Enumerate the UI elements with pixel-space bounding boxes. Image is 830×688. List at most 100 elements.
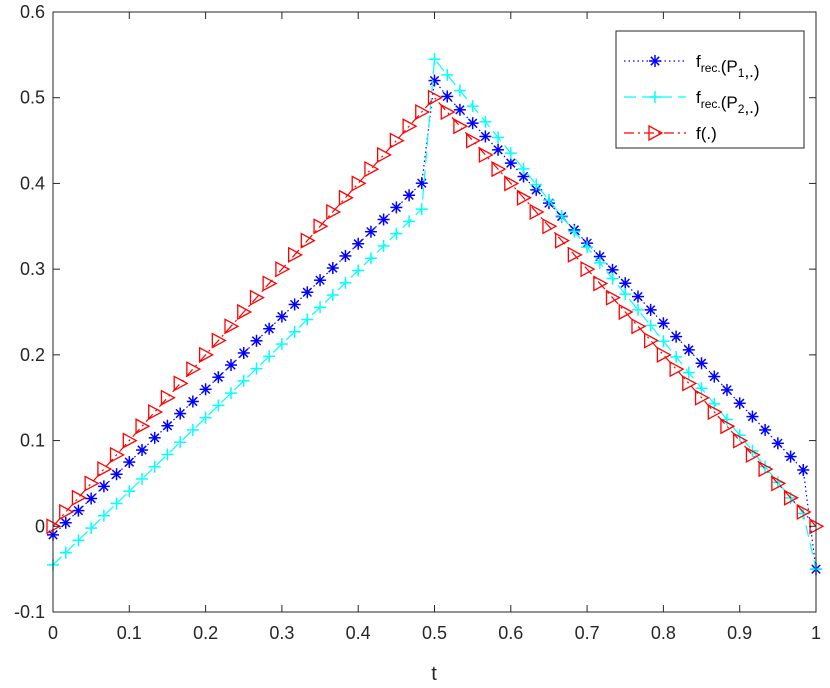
legend-entry: frec.(P2,.): [624, 88, 760, 117]
data-point: [199, 383, 212, 396]
data-point: [479, 130, 492, 143]
data-point: [466, 100, 479, 113]
data-point: [122, 432, 138, 449]
legend-label: frec.(P2,.): [696, 88, 760, 117]
data-point: [338, 189, 354, 206]
data-point: [427, 89, 443, 106]
data-point: [199, 411, 212, 424]
data-point: [275, 261, 291, 278]
data-point: [364, 161, 380, 178]
data-point: [225, 359, 238, 372]
data-point: [173, 375, 189, 392]
data-point: [237, 346, 250, 359]
data-point: [428, 74, 441, 87]
data-point: [466, 117, 479, 130]
data-point: [59, 516, 72, 529]
data-point: [136, 444, 149, 456]
data-point: [567, 246, 583, 263]
data-point: [415, 203, 428, 216]
series-1: [47, 74, 822, 576]
x-tick-label: 0.3: [269, 623, 294, 643]
data-point: [364, 225, 377, 238]
data-point: [581, 241, 594, 254]
data-point: [85, 522, 98, 535]
data-point: [326, 203, 342, 221]
data-point: [84, 475, 100, 492]
data-point: [542, 194, 555, 207]
legend-label: frec.(P1,.): [696, 52, 760, 81]
data-point: [657, 317, 670, 330]
data-point: [364, 252, 377, 265]
data-point: [720, 413, 733, 426]
data-point: [186, 361, 202, 378]
data-point: [491, 161, 507, 178]
data-point: [516, 189, 532, 206]
data-point: [85, 492, 98, 505]
y-tick-label: 0.6: [20, 2, 45, 22]
data-point: [161, 419, 174, 432]
data-point: [148, 431, 161, 444]
legend-entry: f(.): [624, 124, 717, 143]
data-point: [708, 370, 721, 383]
data-point: [136, 472, 149, 485]
data-point: [263, 350, 276, 363]
data-point: [453, 118, 469, 135]
data-point: [275, 338, 288, 351]
data-point: [352, 264, 365, 277]
data-point: [649, 91, 661, 103]
data-point: [669, 361, 685, 378]
data-point: [339, 276, 352, 289]
data-point: [403, 189, 416, 202]
data-point: [389, 132, 405, 149]
data-point: [542, 218, 558, 235]
x-tick-label: 0.5: [422, 623, 447, 643]
data-point: [212, 371, 225, 384]
data-point: [784, 450, 797, 463]
data-point: [441, 68, 454, 81]
data-point: [97, 509, 110, 522]
x-tick-label: 0.6: [498, 623, 523, 643]
data-point: [351, 175, 367, 192]
data-point: [465, 132, 482, 149]
data-point: [478, 146, 494, 163]
data-point: [97, 480, 110, 493]
data-point: [555, 232, 571, 249]
data-point: [160, 389, 176, 406]
data-point: [174, 407, 187, 420]
data-point: [237, 303, 253, 321]
data-point: [390, 201, 403, 214]
data-point: [568, 225, 581, 238]
y-tick-label: 0.5: [20, 88, 45, 108]
data-point: [619, 277, 632, 290]
data-point: [288, 298, 301, 311]
data-point: [555, 209, 568, 222]
data-point: [123, 485, 136, 498]
data-point: [759, 423, 772, 436]
legend: frec.(P1,.) frec.(P2,.) f(.): [615, 30, 805, 149]
data-point: [694, 389, 710, 406]
data-point: [504, 175, 520, 192]
data-point: [301, 286, 314, 299]
x-axis-label: t: [431, 663, 437, 685]
data-point: [263, 322, 276, 335]
data-point: [529, 203, 545, 221]
data-point: [390, 227, 403, 240]
data-point: [656, 346, 672, 363]
data-point: [648, 124, 664, 142]
x-tick-label: 0.1: [117, 623, 142, 643]
data-point: [211, 332, 227, 349]
data-point: [631, 290, 644, 303]
data-point: [720, 383, 733, 396]
data-point: [314, 274, 327, 287]
data-point: [250, 334, 263, 347]
y-tick-label: 0.3: [20, 259, 45, 279]
data-point: [72, 504, 85, 517]
data-point: [148, 403, 164, 421]
data-point: [797, 463, 810, 476]
data-point: [224, 318, 240, 335]
data-point: [670, 330, 683, 343]
data-point: [186, 395, 199, 408]
data-point: [314, 301, 327, 314]
legend-box: [615, 30, 805, 149]
x-tick-label: 0.2: [193, 623, 218, 643]
